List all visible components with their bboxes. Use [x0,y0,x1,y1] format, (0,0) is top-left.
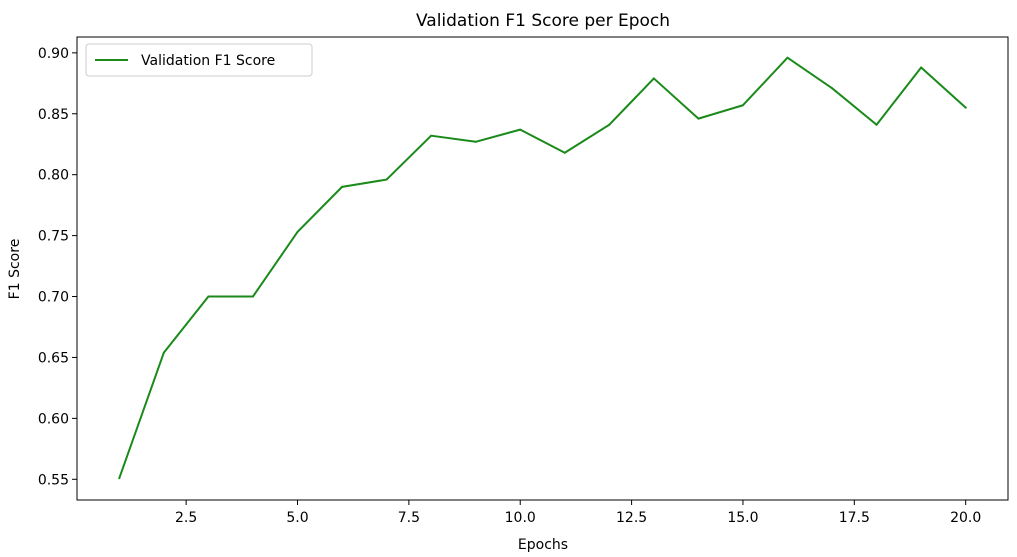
y-axis: 0.55 0.60 0.65 0.70 0.75 0.80 0.85 0.90 [38,46,77,488]
data-point [786,56,789,59]
data-point [341,185,344,188]
legend: Validation F1 Score [85,43,313,77]
data-point [474,140,477,143]
data-point [251,295,254,298]
y-tick-label: 0.90 [38,46,69,62]
x-tick-label: 20.0 [950,510,981,526]
x-tick-label: 5.0 [286,510,308,526]
data-point [608,123,611,126]
y-axis-label: F1 Score [7,239,23,300]
y-tick-label: 0.85 [38,107,69,123]
series-layer [118,56,967,480]
data-point [697,117,700,120]
plot-frame [76,36,1009,501]
data-point [964,106,967,109]
data-point [385,178,388,181]
x-tick-label: 7.5 [398,510,420,526]
legend-label: Validation F1 Score [141,53,275,69]
data-point [920,66,923,69]
y-tick-label: 0.55 [38,472,69,488]
y-tick-label: 0.75 [38,229,69,245]
y-tick-label: 0.70 [38,290,69,306]
series-line [118,56,967,480]
x-tick-label: 12.5 [616,510,647,526]
y-tick-label: 0.65 [38,350,69,366]
data-point [652,77,655,80]
x-tick-label: 15.0 [727,510,758,526]
data-point [519,128,522,131]
data-point [563,151,566,154]
x-tick-label: 17.5 [839,510,870,526]
data-point [831,87,834,90]
data-point [118,477,121,480]
x-axis: 2.5 5.0 7.5 10.0 12.5 15.0 17.5 20.0 [175,500,981,526]
data-point [207,295,210,298]
y-tick-label: 0.60 [38,411,69,427]
x-tick-label: 10.0 [505,510,536,526]
data-point [741,104,744,107]
x-tick-label: 2.5 [175,510,197,526]
y-tick-label: 0.80 [38,168,69,184]
data-point [430,134,433,137]
data-point [296,230,299,233]
chart-title: Validation F1 Score per Epoch [416,11,670,31]
data-point [162,351,165,354]
data-point [875,123,878,126]
x-axis-label: Epochs [518,537,568,553]
legend-box [85,43,313,77]
